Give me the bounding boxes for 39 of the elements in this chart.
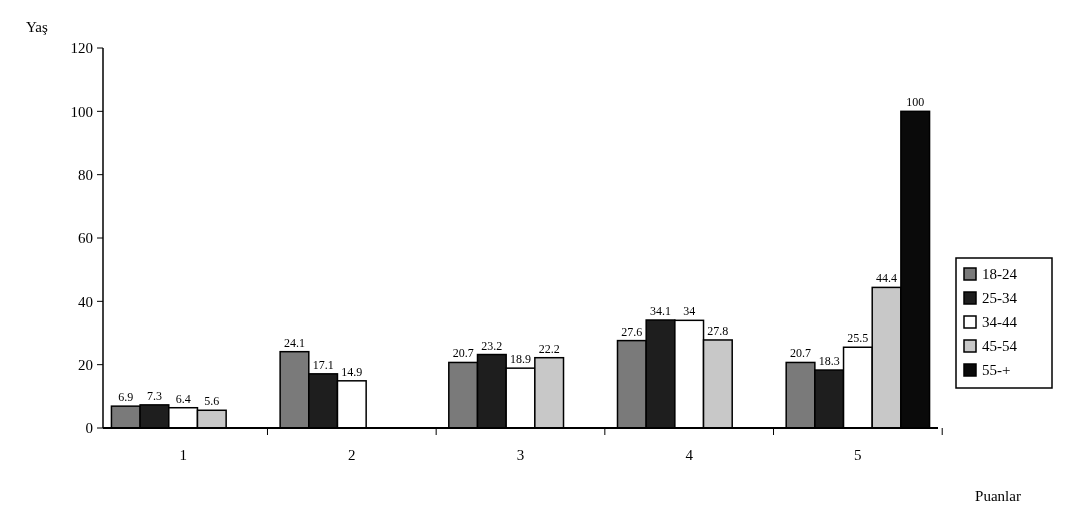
x-tick-label: 1 xyxy=(179,447,187,463)
data-label: 6.9 xyxy=(118,390,134,405)
data-label: 7.3 xyxy=(146,388,162,403)
y-axis-title: Yaş xyxy=(26,19,48,35)
y-tick-label: 40 xyxy=(78,293,93,310)
x-tick-label: 5 xyxy=(854,447,862,463)
data-label: 100 xyxy=(906,95,925,110)
data-label: 44.4 xyxy=(876,271,898,286)
legend-label: 34-44 xyxy=(982,314,1018,330)
y-tick-label: 60 xyxy=(78,230,93,247)
data-label: 18.3 xyxy=(818,354,840,369)
data-label: 20.7 xyxy=(790,346,812,361)
y-tick-label: 20 xyxy=(78,356,93,373)
data-label: 5.6 xyxy=(204,394,220,409)
data-label: 27.8 xyxy=(707,323,729,338)
data-label: 18.9 xyxy=(510,352,531,367)
data-label: 27.6 xyxy=(621,324,643,339)
data-label: 25.5 xyxy=(847,331,869,346)
x-tick-label: 2 xyxy=(348,447,356,463)
data-label: 23.2 xyxy=(481,338,503,353)
x-tick-label: 4 xyxy=(685,447,694,463)
y-tick-label: 0 xyxy=(85,420,93,437)
data-label: 17.1 xyxy=(312,357,334,372)
legend-label: 25-34 xyxy=(982,290,1018,306)
x-tick-label: 3 xyxy=(516,447,525,463)
legend-label: 18-24 xyxy=(982,266,1018,282)
data-label: 22.2 xyxy=(538,341,560,356)
data-label: 24.1 xyxy=(283,335,305,350)
data-label: 34.1 xyxy=(650,304,672,319)
data-label: 14.9 xyxy=(341,364,363,379)
data-label: 6.4 xyxy=(175,391,191,406)
y-tick-label: 100 xyxy=(70,103,93,120)
y-tick-label: 80 xyxy=(78,166,93,183)
data-label: 20.7 xyxy=(452,346,474,361)
y-tick-label: 120 xyxy=(70,40,93,57)
legend-label: 45-54 xyxy=(982,338,1018,354)
legend-label: 55-+ xyxy=(982,362,1011,378)
data-label: 34 xyxy=(683,304,696,319)
x-axis-title: Puanlar xyxy=(975,488,1021,504)
